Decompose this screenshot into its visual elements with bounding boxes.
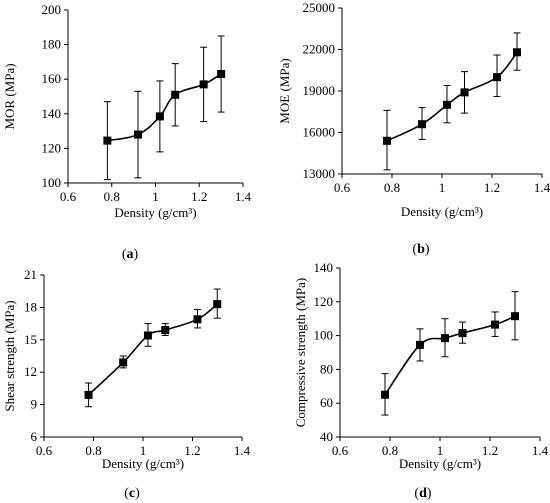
data-point [458, 329, 467, 338]
x-tick-label: 0.8 [104, 189, 120, 204]
y-tick-label: 60 [320, 395, 333, 410]
y-tick-label: 160 [42, 71, 62, 86]
data-point [443, 100, 451, 109]
y-tick-label: 40 [320, 429, 333, 444]
y-tick-label: 22000 [303, 42, 336, 57]
data-point [513, 48, 521, 57]
x-tick-label: 1.2 [482, 443, 498, 458]
panel-d: 40 60 80 100 120 140 0.6 0.8 1 1.2 1.4 Density (g/c… [293, 260, 549, 471]
y-axis-label: MOR (MPa) [2, 63, 17, 129]
x-tick-label: 0.8 [85, 443, 101, 458]
data-point [134, 130, 142, 139]
y-tick-label: 19000 [303, 83, 336, 98]
x-axis-label: Density (g/cm³) [114, 205, 196, 220]
x-tick-label: 0.6 [36, 443, 53, 458]
x-tick-label: 1.2 [184, 443, 200, 458]
y-tick-label: 16000 [303, 125, 336, 140]
data-point [171, 90, 180, 99]
data-point [416, 340, 424, 349]
panel-label-c: (c) [124, 486, 140, 501]
x-tick-label: 1 [152, 189, 159, 204]
y-tick-label: 21 [24, 267, 37, 282]
x-tick-label: 0.8 [384, 180, 400, 195]
y-tick-label: 120 [314, 294, 334, 309]
y-tick-label: 140 [42, 106, 62, 121]
data-point [460, 88, 469, 97]
y-tick-label: 100 [42, 175, 62, 190]
x-tick-label: 0.6 [334, 180, 351, 195]
data-point [418, 120, 426, 129]
y-tick-label: 80 [320, 361, 333, 376]
data-point [381, 390, 389, 399]
data-point [491, 320, 499, 329]
x-tick-label: 1.4 [235, 189, 252, 204]
y-axis-label: Compressive strength (MPa) [293, 278, 308, 427]
data-point [493, 73, 501, 82]
panel-label-a: (a) [122, 247, 139, 262]
panel-a: 100 120 140 160 180 200 0.6 0.8 1 1.2 1.4 Density (… [2, 2, 252, 220]
y-tick-label: 9 [31, 397, 38, 412]
y-tick-label: 18 [24, 299, 37, 314]
x-tick-label: 1 [140, 443, 147, 458]
x-tick-label: 1 [439, 180, 446, 195]
y-tick-label: 140 [314, 260, 334, 275]
x-axis-label: Density (g/cm³) [102, 456, 184, 471]
data-point [213, 300, 222, 309]
x-tick-label: 0.6 [332, 443, 349, 458]
data-point [199, 80, 208, 89]
x-tick-label: 1.4 [532, 443, 549, 458]
x-axis-label: Density (g/cm³) [399, 456, 481, 471]
y-tick-label: 200 [42, 2, 62, 17]
x-tick-label: 1 [437, 443, 444, 458]
y-tick-label: 6 [31, 429, 38, 444]
data-point [193, 315, 202, 324]
x-axis-label: Density (g/cm³) [401, 204, 483, 219]
x-tick-label: 1.2 [484, 180, 500, 195]
x-tick-label: 1.4 [234, 443, 251, 458]
x-tick-label: 1.4 [534, 180, 550, 195]
x-tick-label: 0.6 [60, 189, 77, 204]
panel-c: 6 9 12 15 18 21 0.6 0.8 1 1.2 1.4 Density (g/cm³) Sh… [2, 267, 251, 471]
panel-label-d: (d) [414, 486, 431, 501]
y-tick-label: 25000 [303, 0, 336, 15]
data-point [119, 358, 128, 367]
y-tick-label: 13000 [303, 166, 336, 181]
data-point [103, 136, 112, 145]
y-tick-label: 120 [42, 140, 62, 155]
y-axis-label: MOE (MPa) [277, 58, 292, 123]
data-point [441, 334, 449, 343]
panel-b: 13000 16000 19000 22000 25000 0.6 0.8 1 1.2 1.4 De… [277, 0, 550, 219]
x-tick-label: 0.8 [382, 443, 398, 458]
y-tick-label: 12 [24, 364, 37, 379]
data-point [143, 331, 152, 340]
y-tick-label: 15 [24, 332, 37, 347]
data-point [84, 390, 93, 399]
y-axis-label: Shear strength (MPa) [2, 300, 17, 411]
y-tick-label: 180 [42, 37, 62, 52]
panel-label-b: (b) [412, 242, 429, 257]
data-point [161, 326, 170, 335]
data-point [383, 136, 391, 145]
data-point [511, 312, 519, 321]
data-point [155, 112, 164, 121]
y-tick-label: 100 [314, 328, 334, 343]
data-point [217, 70, 226, 79]
x-tick-label: 1.2 [191, 189, 207, 204]
